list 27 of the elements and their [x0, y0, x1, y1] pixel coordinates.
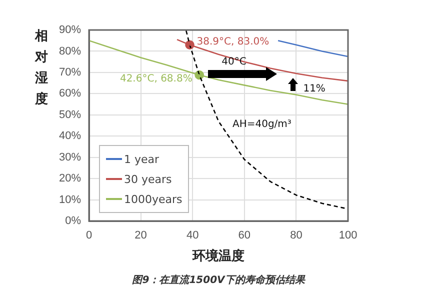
legend-label: 1000years	[124, 192, 182, 206]
y-tick-label: 30%	[58, 151, 82, 164]
series-label: AH=40g/m³	[232, 118, 292, 130]
y-tick-label: 60%	[58, 88, 82, 100]
caption: 图9：在直流1500V下的寿命预估结果	[132, 273, 305, 287]
y-tick-label: 80%	[58, 45, 82, 58]
x-tick-label: 60	[238, 230, 251, 242]
y-tick-label: 70%	[58, 66, 82, 78]
data-label: 38.9°C, 83.0%	[196, 36, 270, 48]
x-tick-label: 20	[134, 230, 147, 242]
annotation: 11%	[303, 84, 326, 95]
y-tick-label: 50%	[58, 108, 82, 121]
x-tick-label: 0	[86, 230, 92, 242]
y-axis-title: 相对湿度	[35, 28, 48, 109]
x-tick-label: 80	[290, 230, 302, 242]
data-label: 42.6°C, 68.8%	[120, 74, 192, 85]
x-axis-title: 环境温度	[192, 248, 244, 265]
x-tick-label: 100	[338, 230, 358, 242]
y-tick-label: 10%	[58, 194, 82, 206]
y-tick-label: 40%	[58, 130, 82, 142]
y-tick-label: 0%	[65, 215, 82, 228]
y-tick-label: 20%	[58, 172, 82, 185]
legend-label: 1 year	[124, 152, 160, 166]
x-tick-label: 40	[186, 230, 199, 242]
annotation: 40°C	[222, 56, 246, 68]
legend-label: 30 years	[124, 172, 172, 186]
y-tick-label: 90%	[58, 24, 82, 36]
